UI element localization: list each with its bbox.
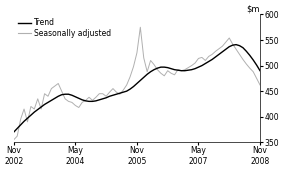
Text: $m: $m <box>246 4 260 13</box>
Legend: Trend, Seasonally adjusted: Trend, Seasonally adjusted <box>18 18 112 38</box>
